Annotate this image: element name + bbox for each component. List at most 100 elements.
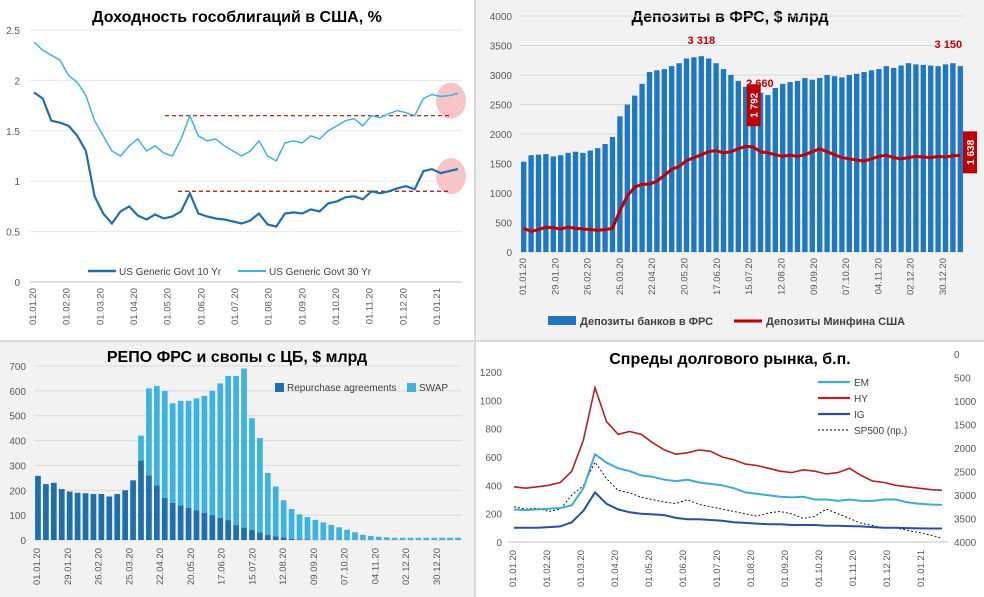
bar-repo <box>130 480 136 540</box>
x-tick-label: 01.09.20 <box>297 288 308 325</box>
bar-bank-deposits <box>543 154 549 252</box>
x-tick-label: 01.05.20 <box>644 550 655 587</box>
series-line-ig <box>514 490 942 530</box>
bar-repo <box>146 475 152 540</box>
x-tick-label: 12.08.20 <box>278 548 289 585</box>
y-tick-label: 0 <box>20 536 26 547</box>
x-tick-label: 02.12.20 <box>401 548 412 585</box>
y-tick-label: 3500 <box>490 42 513 53</box>
bar-swap <box>328 524 335 540</box>
bar-repo <box>138 460 144 540</box>
bar-bank-deposits <box>706 58 712 253</box>
bar-swap <box>280 500 287 538</box>
bar-bank-deposits <box>846 75 852 252</box>
y-tick-label: 2000 <box>490 130 513 141</box>
repo-swap-chart-panel: РЕПО ФРС и свопы с ЦБ, $ млрд 0 100 200 300 4… <box>0 342 474 597</box>
bar-bank-deposits <box>558 155 564 252</box>
x-tick-label: 15.07.20 <box>744 258 755 295</box>
bar-bank-deposits <box>661 69 667 252</box>
bar-swap <box>312 519 319 540</box>
x-tick-label: 01.02.20 <box>62 288 73 325</box>
bar-repo <box>193 510 200 540</box>
bar-bank-deposits <box>654 70 660 252</box>
bar-repo <box>272 536 279 540</box>
bar-repo <box>43 484 49 540</box>
series-line-10yr <box>33 91 459 228</box>
y2-tick-label: 2500 <box>954 468 977 479</box>
legend-label: Депозиты банков в ФРС <box>580 316 713 328</box>
y-tick-label: 400 <box>485 481 502 492</box>
bar-swap <box>367 536 374 540</box>
y-tick-label: 300 <box>9 461 26 472</box>
bar-bank-deposits <box>772 87 778 252</box>
bar-bank-deposits <box>765 95 771 252</box>
bar-repo <box>249 530 255 540</box>
bar-swap <box>225 375 232 521</box>
bar-swap <box>201 395 208 513</box>
bar-repo <box>296 539 303 540</box>
bar-bank-deposits <box>572 151 579 252</box>
bar-bank-deposits <box>535 154 542 252</box>
legend-label: SP500 (пр.) <box>854 426 907 437</box>
x-tick-label: 30.12.20 <box>432 548 443 585</box>
x-tick-label: 09.09.20 <box>309 548 320 585</box>
vertical-divider <box>474 0 476 597</box>
y2-tick-label: 3500 <box>954 515 977 526</box>
chart-title: РЕПО ФРС и свопы с ЦБ, $ млрд <box>107 349 367 366</box>
bar-bank-deposits <box>595 148 601 252</box>
legend-swatch <box>548 316 576 325</box>
series-line-hy <box>513 384 943 492</box>
bar-repo <box>209 515 216 540</box>
x-tick-label: 01.01.21 <box>432 288 443 325</box>
x-tick-label: 15.07.20 <box>247 548 258 585</box>
y2-tick-label: 2000 <box>954 444 977 455</box>
bar-swap <box>169 403 176 503</box>
bar-bank-deposits <box>580 152 586 252</box>
bar-bank-deposits <box>624 104 630 252</box>
y-tick-label: 1 <box>14 177 20 188</box>
bar-bank-deposits <box>728 75 734 252</box>
x-tick-label: 04.11.20 <box>873 258 884 294</box>
y2-tick-label: 3000 <box>954 491 977 502</box>
x-tick-label: 25.03.20 <box>615 258 626 295</box>
y-tick-label: 1000 <box>480 396 503 407</box>
bar-bank-deposits <box>831 76 838 253</box>
x-tick-label: 01.02.20 <box>542 550 553 587</box>
bar-bank-deposits <box>750 89 756 252</box>
x-tick-label: 01.07.20 <box>712 550 723 587</box>
highlight-ellipse <box>436 82 466 119</box>
x-tick-label: 01.03.20 <box>576 550 587 587</box>
x-tick-label: 01.05.20 <box>163 288 174 325</box>
bar-bank-deposits <box>817 77 823 252</box>
x-tick-label: 26.02.20 <box>94 548 105 585</box>
x-tick-label: 01.01.20 <box>518 258 529 295</box>
deposits-chart-panel: Депозиты в ФРС, $ млрд 0 500 1000 1500 2000 25… <box>476 0 984 340</box>
bar-swap <box>352 532 358 540</box>
x-tick-label: 01.04.20 <box>129 288 140 325</box>
bar-repo <box>241 527 247 540</box>
bar-bank-deposits <box>809 79 815 252</box>
chart-title: Депозиты в ФРС, $ млрд <box>632 9 829 26</box>
y-tick-label: 3000 <box>490 71 513 82</box>
series-line-treasury <box>523 144 961 233</box>
y-tick-label: 2500 <box>490 101 513 112</box>
bar-swap <box>288 508 295 539</box>
legend-swatch <box>275 383 284 392</box>
bar-bank-deposits <box>720 69 727 252</box>
bar-swap <box>320 522 327 540</box>
yields-chart: Доходность гособлигаций в США, % 0 0.5 1 1.5… <box>6 9 466 325</box>
x-tick-label: 07.10.20 <box>841 258 852 295</box>
x-tick-label: 02.12.20 <box>906 258 917 295</box>
bar-repo <box>161 497 168 540</box>
bar-swap <box>391 537 398 540</box>
y-tick-label: 700 <box>9 362 26 373</box>
bar-bank-deposits <box>757 92 764 252</box>
x-tick-label: 01.10.20 <box>331 288 342 325</box>
bar-repo <box>264 535 271 540</box>
bar-repo <box>114 494 121 540</box>
legend-label: US Generic Govt 30 Yr <box>269 267 372 278</box>
series-line-30yr <box>33 41 459 163</box>
x-tick-label: 01.12.20 <box>398 288 409 325</box>
bar-swap <box>233 375 239 526</box>
bar-bank-deposits <box>676 63 682 253</box>
